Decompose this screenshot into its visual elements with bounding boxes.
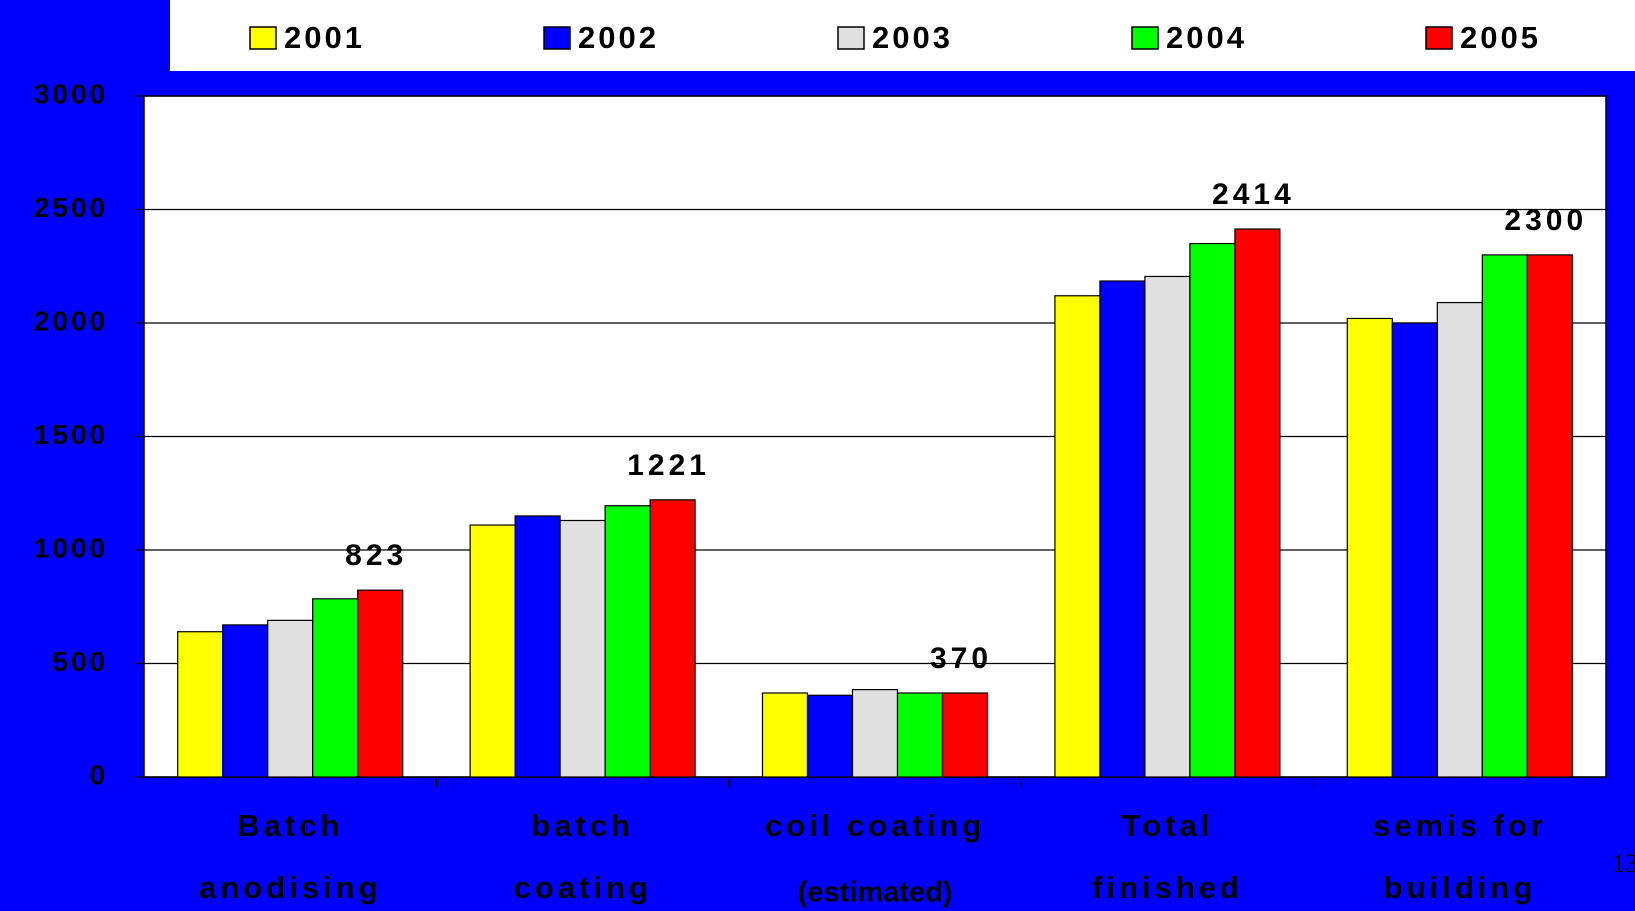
x-tick-label: batch xyxy=(531,808,634,843)
x-tick-label: coating xyxy=(513,870,651,905)
bar xyxy=(1526,254,1573,778)
x-tick-label: building xyxy=(1384,870,1537,905)
bar xyxy=(851,689,899,778)
bar xyxy=(357,589,404,778)
bar xyxy=(312,598,359,778)
bar xyxy=(806,694,854,778)
x-tick-label: Total xyxy=(1122,808,1214,843)
bar xyxy=(649,499,696,778)
bar xyxy=(1054,295,1101,778)
y-tick-label: 1500 xyxy=(34,419,108,450)
bar xyxy=(604,505,651,778)
data-label: 823 xyxy=(345,539,407,572)
bar xyxy=(559,519,606,778)
bar xyxy=(1346,317,1393,778)
bar xyxy=(1481,254,1528,778)
y-tick-label: 0 xyxy=(89,759,108,790)
legend-label: 2002 xyxy=(578,20,659,55)
legend-label: 2005 xyxy=(1460,20,1541,55)
x-tick-label: (estimated) xyxy=(798,877,953,909)
legend-swatch xyxy=(837,26,865,50)
data-label: 370 xyxy=(930,642,992,675)
bar xyxy=(761,692,809,778)
page-number: 13 xyxy=(1612,849,1635,878)
data-label: 1221 xyxy=(627,449,710,482)
y-tick-label: 1000 xyxy=(34,532,108,563)
bar xyxy=(1391,322,1438,778)
bar xyxy=(1189,242,1236,778)
bar xyxy=(1234,228,1281,778)
bar xyxy=(514,515,561,778)
x-tick-label: anodising xyxy=(199,870,381,905)
data-label: 2414 xyxy=(1212,178,1295,211)
legend-swatch xyxy=(249,26,277,50)
legend-label: 2004 xyxy=(1166,20,1247,55)
x-tick-label: semis for xyxy=(1373,808,1547,843)
bar xyxy=(469,524,516,778)
legend-swatch xyxy=(1425,26,1453,50)
bar xyxy=(1436,301,1483,778)
legend-label: 2003 xyxy=(872,20,953,55)
y-tick-label: 500 xyxy=(52,646,108,677)
x-tick-label: Batch xyxy=(237,808,343,843)
legend-box xyxy=(170,0,1635,71)
bar xyxy=(896,692,944,778)
legend-swatch xyxy=(543,26,571,50)
data-label: 2300 xyxy=(1504,204,1587,237)
y-tick-label: 2000 xyxy=(34,305,108,336)
legend-label: 2001 xyxy=(284,20,365,55)
x-tick-label: finished xyxy=(1092,870,1243,905)
bar xyxy=(177,631,224,778)
bar xyxy=(1099,280,1146,778)
bar xyxy=(941,692,989,778)
bar xyxy=(222,624,269,778)
bar xyxy=(267,619,314,778)
y-tick-label: 3000 xyxy=(34,78,108,109)
x-tick-label: coil coating xyxy=(765,808,985,843)
legend-swatch xyxy=(1131,26,1159,50)
bar xyxy=(1144,275,1191,778)
y-tick-label: 2500 xyxy=(34,192,108,223)
